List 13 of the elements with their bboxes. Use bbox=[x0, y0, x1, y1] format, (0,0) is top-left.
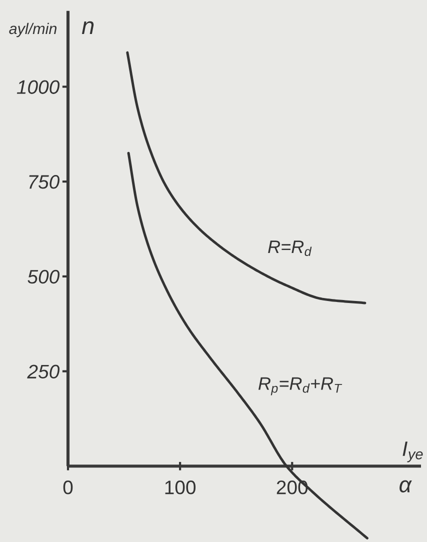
y-tick-label: 750 bbox=[29, 175, 60, 189]
text: ayl/min bbox=[9, 22, 57, 38]
x-tick-label: 100 bbox=[165, 480, 196, 494]
series-label: R=R$_{d}$ bbox=[268, 240, 312, 256]
y-tick-label: 500 bbox=[28, 270, 60, 284]
series-label: R$_{p}$=R$_{d}$+R$_{T}$ bbox=[258, 377, 342, 396]
x-tick-label: 200 bbox=[276, 480, 308, 494]
x-axis-title: α bbox=[400, 480, 412, 492]
x-tick-label: 0 bbox=[63, 480, 73, 494]
y-tick-label: 1000 bbox=[16, 80, 60, 94]
annotation: I$_{ye}$ bbox=[402, 442, 423, 462]
y-axis-title: n bbox=[82, 21, 94, 34]
y-tick-label: 250 bbox=[27, 364, 60, 379]
